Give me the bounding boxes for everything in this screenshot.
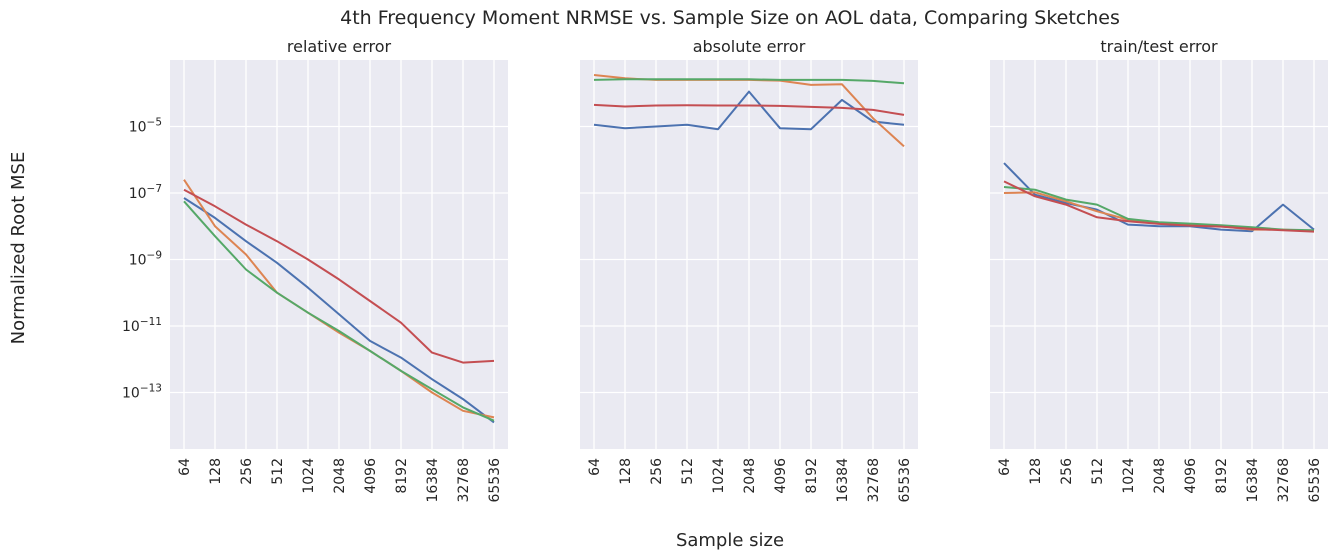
panel-2: absolute error 64 128 256 512 1024 2048 4096 819… [580, 37, 918, 503]
panel-subtitle: relative error [287, 37, 392, 56]
x-tick-label: 8192 [1214, 458, 1230, 494]
x-tick-label: 256 [649, 458, 665, 485]
x-tick-label: 8192 [394, 458, 410, 494]
x-tick-label: 32768 [456, 458, 472, 503]
y-tick-label: 10−7 [129, 183, 162, 202]
y-tick-label: 10−9 [129, 249, 162, 268]
x-tick-label: 128 [618, 458, 634, 485]
x-tick-label: 256 [239, 458, 255, 485]
x-tick-label: 64 [177, 458, 193, 476]
y-tick-label: 10−13 [122, 382, 162, 401]
x-tick-label: 16384 [1245, 458, 1261, 503]
series-line-green [183, 200, 495, 422]
x-tick-label: 128 [1028, 458, 1044, 485]
series-line-red [593, 103, 905, 116]
y-tick-label: 10−11 [122, 316, 162, 335]
x-tick-label: 64 [587, 458, 603, 476]
series-line-green [593, 78, 905, 85]
series-line-red [1003, 180, 1315, 233]
panel-subtitle: train/test error [1100, 37, 1218, 56]
series-line-red [183, 188, 495, 364]
series-line-blue [593, 90, 905, 131]
x-tick-label: 512 [1090, 458, 1106, 485]
x-tick-label: 2048 [1152, 458, 1168, 494]
x-tick-label: 2048 [332, 458, 348, 494]
x-tick-label: 1024 [1121, 458, 1137, 494]
x-tick-label: 1024 [301, 458, 317, 494]
x-tick-label: 256 [1059, 458, 1075, 485]
x-tick-label: 512 [680, 458, 696, 485]
series-line-blue [1003, 162, 1315, 233]
x-tick-label: 65536 [897, 458, 913, 503]
x-tick-label: 128 [208, 458, 224, 485]
panels: relative error 10−5 10−7 10−9 10−11 10−13 64 12… [122, 37, 1328, 503]
x-tick-label: 2048 [742, 458, 758, 494]
x-tick-label: 8192 [804, 458, 820, 494]
x-tick-label: 4096 [773, 458, 789, 494]
x-tick-label: 16384 [835, 458, 851, 503]
y-tick-label: 10−5 [129, 116, 162, 135]
x-tick-label: 512 [270, 458, 286, 485]
y-axis-label: Normalized Root MSE [8, 152, 29, 345]
chart-title: 4th Frequency Moment NRMSE vs. Sample Si… [340, 7, 1120, 29]
x-tick-label: 4096 [363, 458, 379, 494]
panel-subtitle: absolute error [693, 37, 806, 56]
panel-1: relative error 10−5 10−7 10−9 10−11 10−13 64 12… [122, 37, 508, 503]
series-line-green [1003, 186, 1315, 232]
panel-3: train/test error 64 128 256 512 1024 2048 4096 8… [990, 37, 1328, 503]
x-tick-label: 64 [997, 458, 1013, 476]
x-tick-label: 32768 [1276, 458, 1292, 503]
x-tick-label: 1024 [711, 458, 727, 494]
x-tick-label: 32768 [866, 458, 882, 503]
x-tick-label: 4096 [1183, 458, 1199, 494]
x-tick-label: 65536 [1307, 458, 1323, 503]
series-line-orange [183, 179, 495, 419]
x-tick-label: 16384 [425, 458, 441, 503]
x-tick-label: 65536 [487, 458, 503, 503]
x-axis-label: Sample size [676, 530, 784, 551]
series-line-blue [183, 197, 495, 424]
